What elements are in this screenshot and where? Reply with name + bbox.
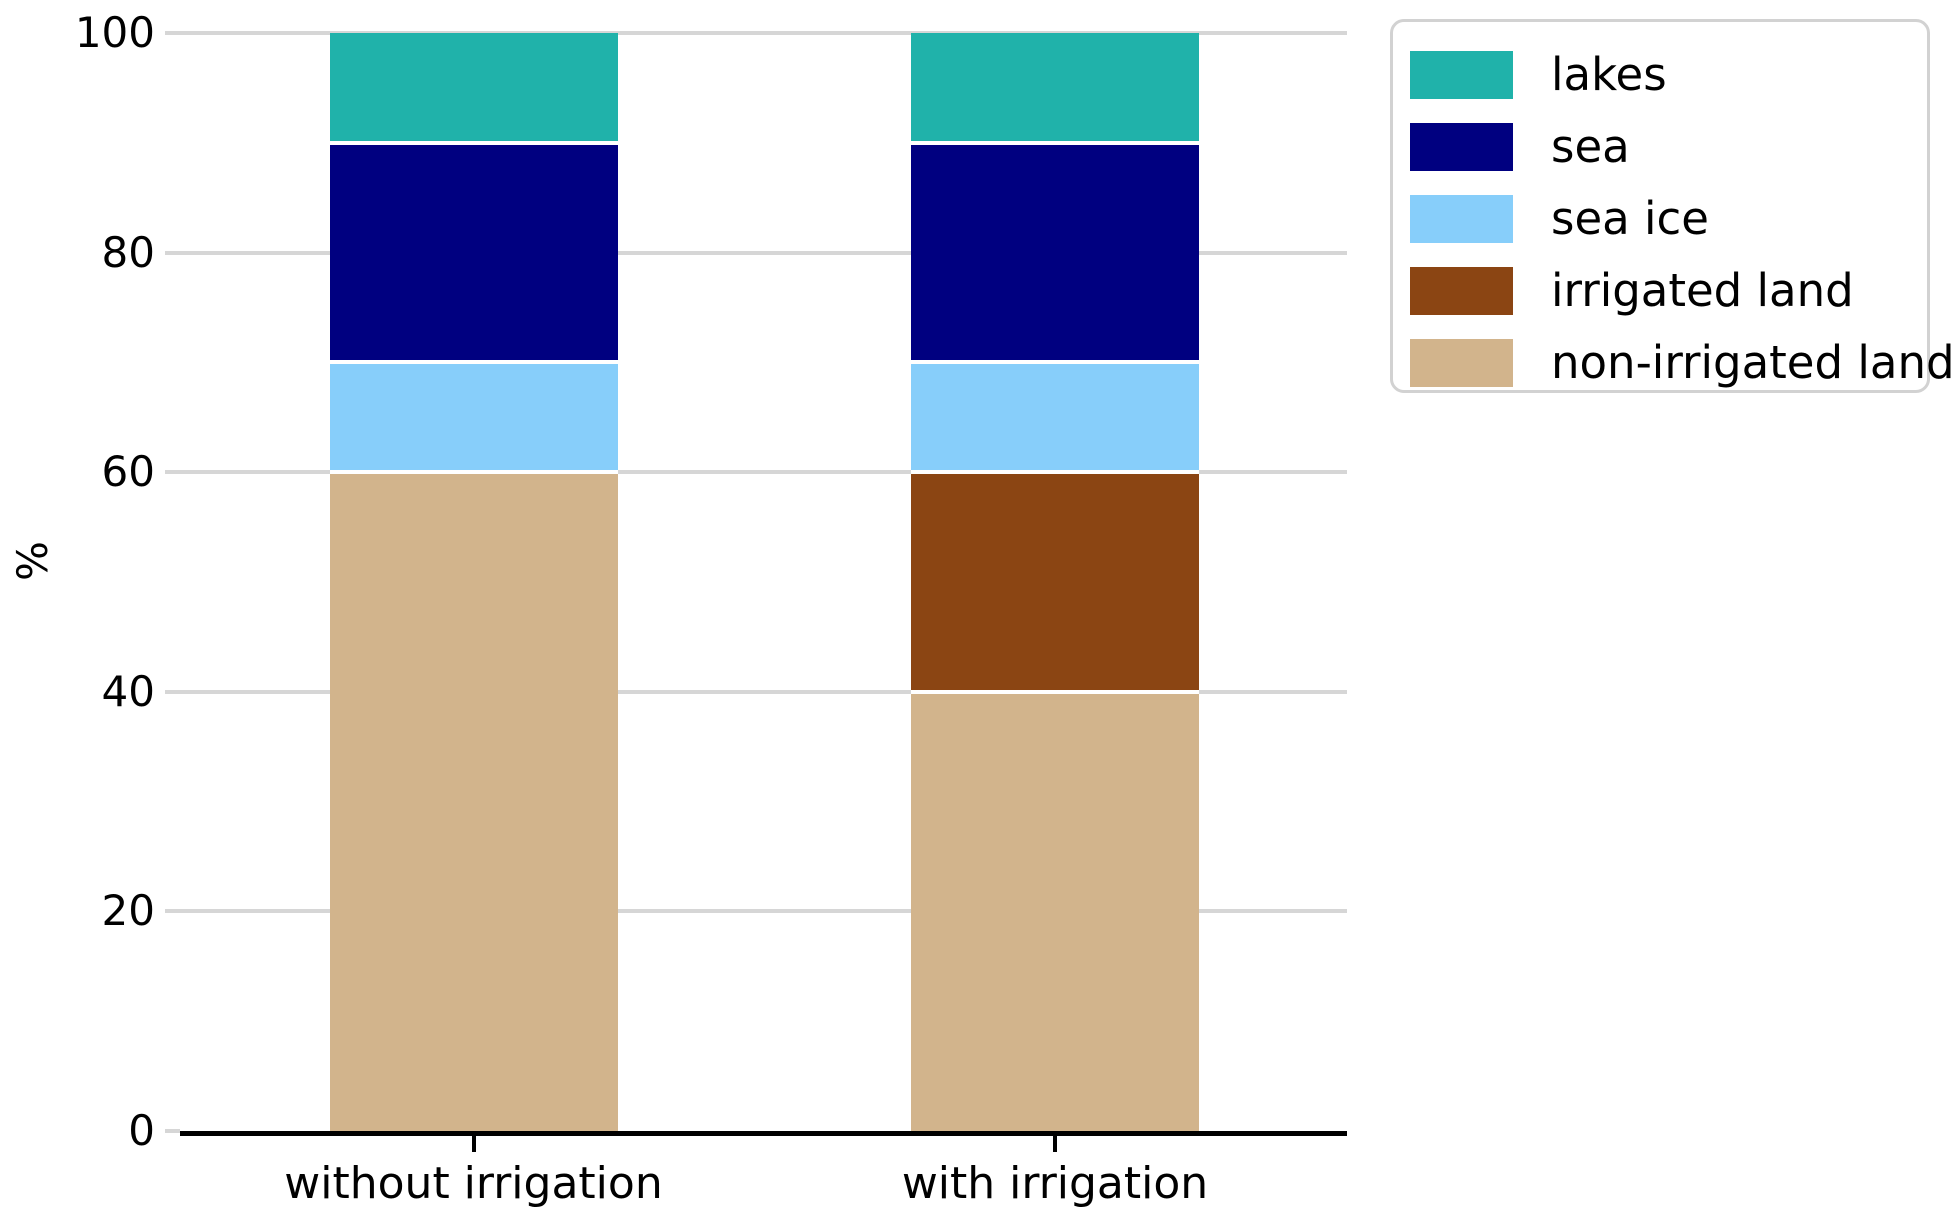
legend-label: non-irrigated land: [1551, 336, 1954, 389]
y-gridline: [165, 909, 1347, 914]
legend-item-sea-ice: sea ice: [1410, 183, 1927, 255]
bar-segment-lakes-0: [329, 33, 618, 143]
legend-label: sea ice: [1551, 192, 1709, 245]
bar-segment-irrigated-land-1: [911, 472, 1199, 692]
segment-separator: [329, 470, 618, 475]
legend-swatch: [1410, 339, 1513, 387]
y-gridline: [165, 250, 1347, 255]
legend-label: irrigated land: [1551, 264, 1854, 317]
bar-segment-sea-0: [329, 142, 618, 363]
y-gridline: [165, 1129, 180, 1133]
y-gridline: [165, 31, 1347, 35]
segment-separator: [911, 689, 1199, 694]
legend-label: sea: [1551, 120, 1630, 173]
y-tick-label: 0: [128, 1106, 155, 1155]
legend-swatch: [1410, 267, 1513, 315]
legend-item-non-irrigated-land: non-irrigated land: [1410, 327, 1954, 399]
segment-separator: [911, 470, 1199, 475]
legend-swatch: [1410, 51, 1513, 99]
y-tick-label: 20: [101, 886, 155, 936]
x-category-label: with irrigation: [901, 1158, 1209, 1209]
bar-segment-non-irrigated-land-0: [329, 472, 618, 1131]
bar-segment-sea-ice-1: [911, 362, 1199, 473]
y-gridline: [165, 689, 1347, 694]
segment-separator: [911, 140, 1199, 145]
legend-swatch: [1410, 123, 1513, 171]
y-axis-title: %: [8, 541, 57, 581]
y-gridline: [165, 470, 1347, 475]
segment-separator: [329, 140, 618, 145]
x-tick: [1053, 1136, 1057, 1152]
legend-label: lakes: [1551, 48, 1667, 101]
y-tick-label: 80: [101, 227, 155, 277]
x-axis-line: [180, 1131, 1347, 1136]
legend-item-irrigated-land: irrigated land: [1410, 255, 1927, 327]
legend-item-sea: sea: [1410, 111, 1927, 183]
segment-separator: [329, 360, 618, 365]
y-tick-label: 100: [74, 8, 155, 57]
bar-segment-sea-1: [911, 142, 1199, 363]
legend-swatch: [1410, 195, 1513, 243]
legend: lakes sea sea ice irrigated land non-irrigat…: [1390, 19, 1954, 393]
x-tick: [471, 1136, 476, 1152]
bar-segment-non-irrigated-land-1: [911, 691, 1199, 1131]
y-tick-label: 40: [101, 666, 155, 716]
y-tick-label: 60: [101, 447, 155, 497]
bar-segment-lakes-1: [911, 33, 1199, 143]
segment-separator: [911, 360, 1199, 365]
bar-segment-sea-ice-0: [329, 362, 618, 473]
x-category-label: without irrigation: [284, 1158, 663, 1209]
legend-item-lakes: lakes: [1410, 39, 1927, 111]
